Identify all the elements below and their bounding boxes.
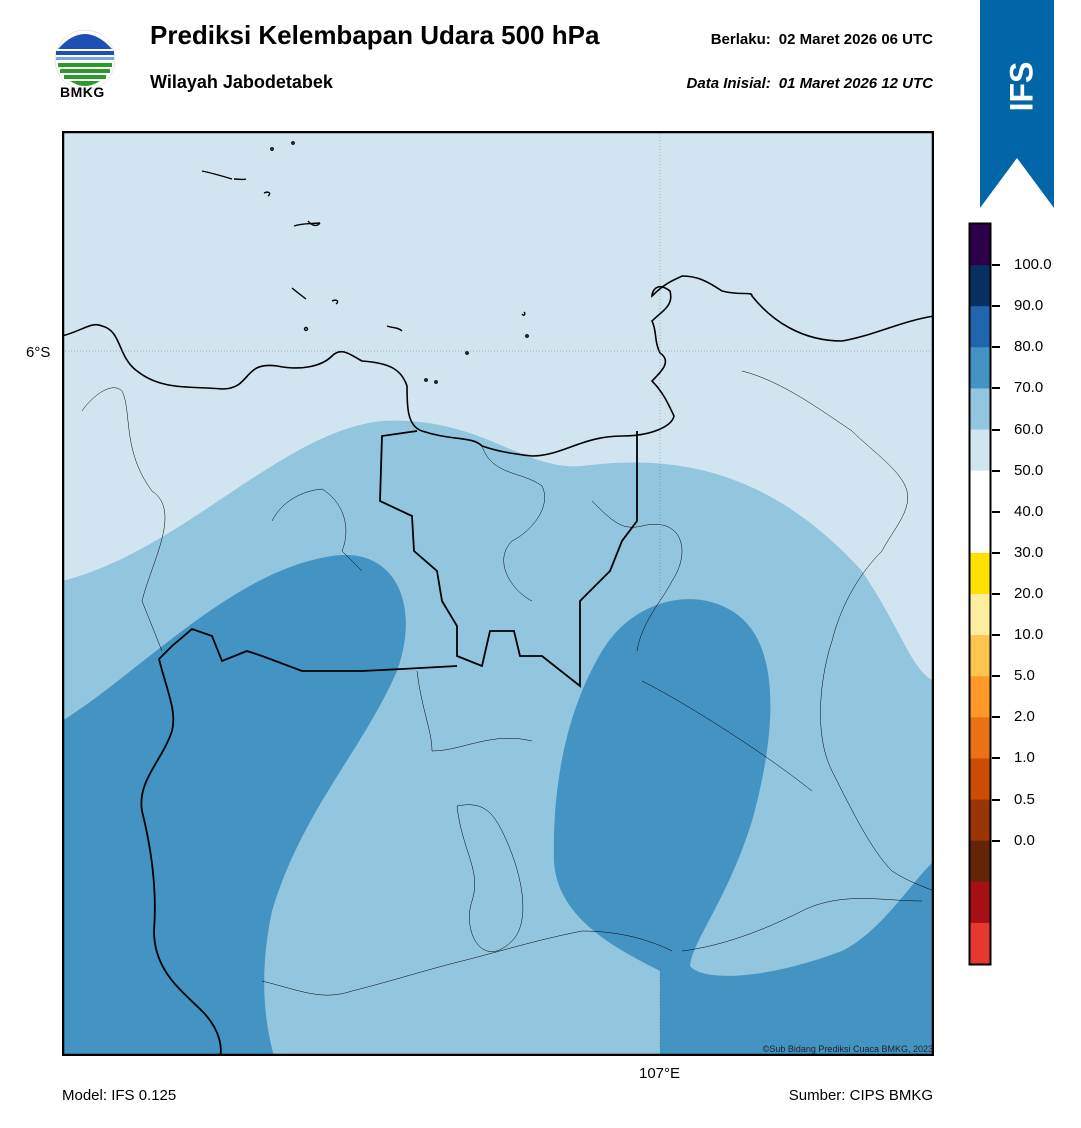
colorbar-swatch: [970, 388, 990, 431]
ifs-banner-text: IFS: [1003, 61, 1040, 112]
colorbar-tick-label: 1.0: [1014, 749, 1035, 767]
colorbar-tick: [992, 798, 1000, 801]
colorbar-frame: [968, 222, 992, 966]
colorbar-tick: [992, 264, 1000, 267]
colorbar-swatch: [970, 676, 990, 718]
colorbar-tick-label: 2.0: [1014, 708, 1035, 726]
colorbar-tick-label: 20.0: [1014, 585, 1044, 602]
colorbar-swatch: [970, 347, 990, 389]
valid-time: Berlaku: 02 Maret 2026 06 UTC: [711, 31, 933, 48]
colorbar-tick: [992, 428, 1000, 431]
province-border-south: [158, 627, 458, 672]
district-borders: [81, 370, 934, 996]
colorbar-swatch: [970, 635, 990, 677]
colorbar-tick: [992, 839, 1000, 842]
map-credit: ©Sub Bidang Prediksi Cuaca BMKG, 2023: [762, 1044, 933, 1054]
humidity-map: [62, 131, 934, 1056]
colorbar-swatch: [970, 429, 990, 472]
colorbar-tick-label: 0.5: [1014, 790, 1035, 808]
colorbar-tick-label: 60.0: [1014, 420, 1044, 438]
colorbar-tick: [992, 675, 1000, 678]
init-label: Data Inisial:: [686, 75, 771, 92]
colorbar-tick: [992, 551, 1000, 554]
colorbar-swatch: [970, 552, 990, 595]
colorbar-tick: [992, 346, 1000, 349]
colorbar-swatch: [970, 594, 990, 636]
colorbar-tick: [992, 510, 1000, 513]
source-label: Sumber: CIPS BMKG: [788, 1087, 933, 1104]
islands: [201, 141, 529, 384]
colorbar-swatch: [970, 881, 990, 924]
humidity-70-80-region-east: [553, 599, 934, 1056]
colorbar-tick: [992, 634, 1000, 637]
colorbar-tick: [992, 716, 1000, 719]
colorbar-swatch: [970, 840, 990, 883]
colorbar-tick-label: 100.0: [1014, 256, 1052, 274]
colorbar-tick-label: 50.0: [1014, 461, 1044, 479]
colorbar-swatch: [970, 922, 990, 965]
colorbar-tick-label: 0.0: [1014, 831, 1035, 849]
colorbar: [968, 222, 992, 966]
colorbar-tick: [992, 469, 1000, 472]
colorbar-tick-label: 40.0: [1014, 502, 1044, 520]
colorbar-swatch: [970, 224, 990, 266]
colorbar-tick: [992, 387, 1000, 390]
colorbar-tick-label: 80.0: [1014, 338, 1044, 356]
ifs-banner: [980, 0, 1054, 208]
colorbar-tick-label: 30.0: [1014, 543, 1044, 561]
page-subtitle: Wilayah Jabodetabek: [150, 72, 333, 92]
model-label: Model: IFS 0.125: [62, 1087, 177, 1104]
colorbar-tick-label: 90.0: [1014, 297, 1044, 315]
lat-label: 6°S: [26, 344, 51, 361]
colorbar-swatch: [970, 470, 990, 513]
colorbar-swatch: [970, 306, 990, 348]
colorbar-tick: [992, 305, 1000, 308]
valid-label: Berlaku:: [710, 31, 771, 48]
lon-label: 107°E: [639, 1065, 681, 1082]
colorbar-swatch: [970, 511, 990, 554]
humidity-70-80-region-west: [62, 554, 406, 1056]
colorbar-tick: [992, 757, 1000, 760]
colorbar-tick: [992, 593, 1000, 595]
coastline: [62, 275, 934, 457]
colorbar-tick-label: 10.0: [1014, 626, 1044, 644]
colorbar-swatch: [970, 799, 990, 842]
map-frame: [62, 131, 934, 1056]
colorbar-swatch: [970, 265, 990, 307]
page-title: Prediksi Kelembapan Udara 500 hPa: [150, 20, 600, 50]
valid-value: 02 Maret 2026 06 UTC: [778, 31, 933, 48]
colorbar-swatch: [970, 758, 990, 801]
colorbar-tick-label: 5.0: [1014, 667, 1035, 685]
bmkg-logo: [54, 29, 116, 91]
init-time: Data Inisial: 01 Maret 2026 12 UTC: [687, 75, 933, 92]
province-border-west: [140, 658, 222, 1056]
init-value: 01 Maret 2026 12 UTC: [778, 75, 933, 92]
province-border: [379, 430, 638, 688]
colorbar-swatch: [970, 717, 990, 759]
logo-text: BMKG: [60, 84, 105, 100]
colorbar-tick-label: 70.0: [1014, 379, 1044, 397]
